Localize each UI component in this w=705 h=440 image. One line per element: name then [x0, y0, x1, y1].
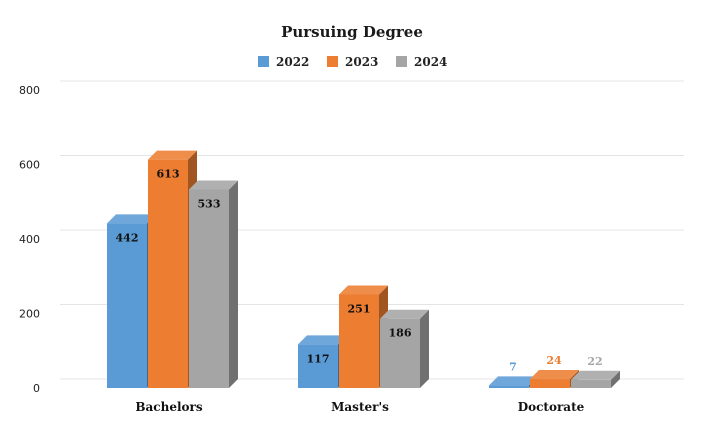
legend-swatch — [396, 56, 407, 67]
bar-front — [339, 294, 379, 388]
data-label: 613 — [157, 168, 180, 181]
y-tick-label: 400 — [19, 233, 40, 246]
data-label: 442 — [116, 231, 139, 244]
bar-front — [530, 379, 570, 388]
legend: 2022 2023 2024 — [258, 55, 447, 69]
bar-top — [530, 370, 579, 380]
bar-side — [611, 370, 620, 388]
y-tick-label: 200 — [19, 308, 40, 321]
bar-top — [339, 285, 388, 295]
y-tick-label: 800 — [19, 84, 40, 97]
x-axis: Bachelors Master's Doctorate — [135, 400, 584, 414]
bar-top — [298, 335, 347, 345]
bar: 22 — [571, 355, 620, 388]
bar-front — [189, 189, 229, 388]
bars: 442 613 533 117 251 186 7 24 22 — [107, 150, 620, 388]
bar-side — [229, 180, 238, 388]
legend-item: 2023 — [327, 55, 378, 69]
data-label: 24 — [546, 354, 562, 367]
bar-front — [107, 223, 147, 388]
legend-swatch — [258, 56, 269, 67]
bar: 533 — [189, 180, 238, 388]
data-label: 186 — [389, 327, 412, 340]
category-label: Master's — [331, 400, 389, 414]
data-label: 251 — [348, 303, 371, 316]
bar-front — [571, 379, 611, 388]
bar-top — [380, 309, 429, 319]
category-label: Bachelors — [135, 400, 202, 414]
category-label: Doctorate — [518, 400, 585, 414]
bar-top — [571, 370, 620, 380]
legend-item: 2024 — [396, 55, 447, 69]
data-label: 533 — [198, 197, 221, 210]
chart-title: Pursuing Degree — [281, 23, 423, 41]
y-tick-label: 600 — [19, 159, 40, 172]
legend-swatch — [327, 56, 338, 67]
bar-top — [107, 214, 156, 224]
legend-label: 2022 — [276, 55, 309, 69]
bar-front — [380, 318, 420, 388]
legend-label: 2024 — [414, 55, 447, 69]
bar-top — [148, 150, 197, 160]
data-label: 7 — [509, 360, 517, 373]
bar-front — [148, 159, 188, 388]
data-label: 117 — [307, 352, 330, 365]
bar-front — [489, 385, 529, 388]
data-label: 22 — [587, 355, 602, 368]
bar-top — [189, 180, 238, 190]
y-tick-label: 0 — [33, 382, 40, 395]
legend-item: 2022 — [258, 55, 309, 69]
y-axis: 0 200 400 600 800 — [19, 84, 40, 395]
bar: 186 — [380, 309, 429, 388]
bar-front — [298, 344, 338, 388]
bar-top — [489, 376, 538, 386]
bar-side — [420, 309, 429, 388]
legend-label: 2023 — [345, 55, 378, 69]
